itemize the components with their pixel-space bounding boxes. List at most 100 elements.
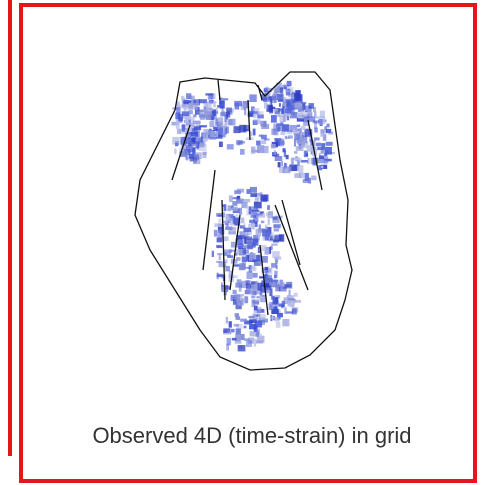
strain-cell [259, 224, 261, 228]
strain-cell [219, 254, 221, 260]
strain-cell [208, 94, 214, 100]
strain-cell [282, 103, 286, 106]
strain-cell [287, 81, 292, 86]
strain-cell [232, 201, 237, 206]
strain-cell [250, 193, 257, 197]
strain-cell [274, 295, 279, 297]
strain-cell [237, 189, 244, 193]
strain-cell [216, 213, 222, 217]
strain-cell [317, 158, 324, 163]
strain-cell [233, 300, 236, 305]
strain-cell [227, 111, 231, 117]
strain-cell [226, 317, 228, 324]
strain-cell [229, 195, 233, 202]
strain-cell [316, 143, 321, 147]
strain-cell [325, 147, 332, 155]
strain-cell [226, 344, 229, 351]
strain-cell [263, 97, 270, 102]
strain-cell [281, 108, 284, 114]
strain-cell [305, 173, 309, 181]
strain-cell [288, 300, 295, 307]
strain-cell [236, 198, 243, 202]
strain-cell [295, 158, 302, 160]
strain-cell [175, 143, 178, 146]
strain-cell [278, 141, 285, 145]
strain-cell [231, 329, 235, 333]
strain-cell [250, 245, 253, 249]
strain-cell [240, 319, 247, 322]
strain-cell [244, 326, 247, 329]
strain-cell [291, 158, 294, 166]
strain-cell [294, 133, 300, 140]
strain-cell [250, 288, 253, 296]
strain-cell [205, 101, 212, 109]
strain-cell [200, 137, 202, 143]
strain-cell [184, 102, 189, 105]
strain-cell [301, 126, 306, 130]
strain-cell [277, 113, 280, 117]
strain-cell [257, 145, 264, 153]
strain-cell [276, 123, 283, 126]
strain-cell [260, 121, 266, 126]
strain-cell [246, 340, 252, 347]
strain-cell [176, 122, 180, 129]
strain-cell [251, 296, 255, 299]
strain-cell [214, 230, 218, 237]
strain-cell [235, 341, 242, 344]
strain-cell [245, 206, 249, 209]
strain-cell [217, 117, 223, 125]
strain-cell [268, 304, 271, 310]
strain-cell [257, 115, 264, 119]
strain-cell [250, 331, 255, 336]
strain-cell [295, 90, 300, 93]
strain-cell [226, 224, 229, 230]
strain-cell [256, 255, 261, 262]
strain-cell [223, 221, 228, 223]
strain-cell [272, 232, 274, 239]
strain-cell [225, 252, 228, 255]
strain-cell [297, 125, 300, 128]
strain-cell [248, 316, 254, 318]
strain-cell [326, 129, 331, 133]
strain-cell [259, 135, 263, 137]
strain-cell [273, 109, 278, 112]
strain-cell [298, 115, 304, 119]
strain-cell [241, 217, 245, 223]
strain-cell [185, 124, 189, 127]
strain-cell [260, 290, 262, 295]
strain-cell [275, 259, 278, 261]
strain-cell [254, 306, 258, 311]
strain-cell [223, 204, 226, 211]
strain-cell [314, 127, 317, 132]
strain-cell [243, 199, 251, 202]
strain-cell [191, 99, 193, 104]
strain-cell [227, 255, 233, 258]
strain-cell [267, 215, 272, 219]
strain-cell [294, 93, 300, 101]
strain-cell [229, 321, 232, 327]
strain-cell [175, 113, 180, 120]
strain-cell [185, 117, 189, 123]
strain-cell [242, 256, 247, 262]
strain-cell [177, 101, 179, 107]
strain-cell [274, 229, 279, 232]
strain-cell [257, 196, 260, 201]
strain-cell [239, 125, 246, 133]
strain-cell [258, 309, 261, 316]
figure-panel: Observed 4D (time-strain) in grid [0, 0, 484, 485]
strain-cell [319, 155, 324, 158]
strain-cell [290, 87, 294, 92]
strain-cell [236, 257, 240, 261]
strain-cell [264, 267, 268, 271]
strain-cell [220, 112, 228, 116]
strain-cell [273, 216, 278, 219]
strain-cell [256, 229, 262, 237]
strain-cell [282, 148, 285, 152]
strain-cell [223, 212, 225, 217]
strain-cell [286, 92, 290, 96]
strain-cell [326, 142, 333, 146]
strain-cell [240, 149, 245, 155]
strain-cell [246, 209, 248, 215]
strain-cell [211, 116, 214, 120]
strain-cell [214, 223, 221, 227]
